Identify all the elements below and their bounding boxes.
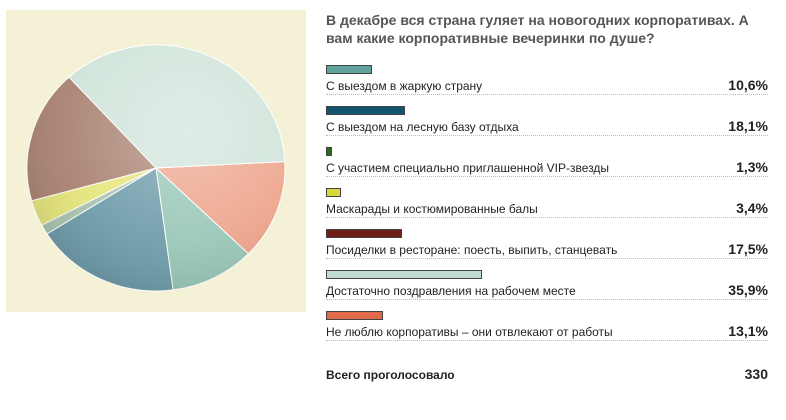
option-percent: 13,1% — [728, 323, 768, 339]
poll-results: В декабре вся страна гуляет на новогодни… — [326, 11, 768, 394]
option-bar — [326, 270, 482, 279]
total-label: Всего проголосовало — [326, 368, 455, 382]
option-divider — [326, 299, 768, 300]
poll-total: Всего проголосовало 330 — [326, 364, 768, 394]
option-divider — [326, 176, 768, 177]
poll-option: Маскарады и костюмированные балы 3,4% — [326, 180, 768, 221]
option-divider — [326, 217, 768, 218]
option-label: Посиделки в ресторане: поесть, выпить, с… — [326, 243, 618, 257]
option-label: С выездом в жаркую страну — [326, 79, 483, 93]
total-value: 330 — [744, 366, 768, 382]
option-percent: 18,1% — [728, 118, 768, 134]
poll-option: С выездом на лесную базу отдыха 18,1% — [326, 98, 768, 139]
option-label: С выездом на лесную базу отдыха — [326, 120, 519, 134]
option-divider — [326, 135, 768, 136]
pie-chart-panel — [6, 10, 306, 312]
option-label: С участием специально приглашенной VIP-з… — [326, 161, 609, 175]
option-percent: 10,6% — [728, 77, 768, 93]
option-label: Не люблю корпоративы – они отвлекают от … — [326, 325, 613, 339]
option-divider — [326, 94, 768, 95]
option-label: Достаточно поздравления на рабочем месте — [326, 284, 576, 298]
poll-title: В декабре вся страна гуляет на новогодни… — [326, 12, 749, 46]
option-bar — [326, 147, 332, 156]
option-label: Маскарады и костюмированные балы — [326, 202, 538, 216]
option-bar — [326, 311, 383, 320]
poll-option: Посиделки в ресторане: поесть, выпить, с… — [326, 221, 768, 262]
option-percent: 17,5% — [728, 241, 768, 257]
option-divider — [326, 340, 768, 341]
poll-option: С участием специально приглашенной VIP-з… — [326, 139, 768, 180]
poll-option: Не люблю корпоративы – они отвлекают от … — [326, 303, 768, 344]
option-bar — [326, 106, 405, 115]
option-divider — [326, 258, 768, 259]
option-percent: 35,9% — [728, 282, 768, 298]
poll-option: Достаточно поздравления на рабочем месте… — [326, 262, 768, 303]
poll-option: С выездом в жаркую страну 10,6% — [326, 57, 768, 98]
option-percent: 3,4% — [736, 200, 768, 216]
poll-options-list: С выездом в жаркую страну 10,6% С выездом … — [326, 57, 768, 344]
pie-chart — [26, 44, 286, 292]
option-bar — [326, 188, 341, 197]
option-percent: 1,3% — [736, 159, 768, 175]
option-bar — [326, 65, 372, 74]
option-bar — [326, 229, 402, 238]
